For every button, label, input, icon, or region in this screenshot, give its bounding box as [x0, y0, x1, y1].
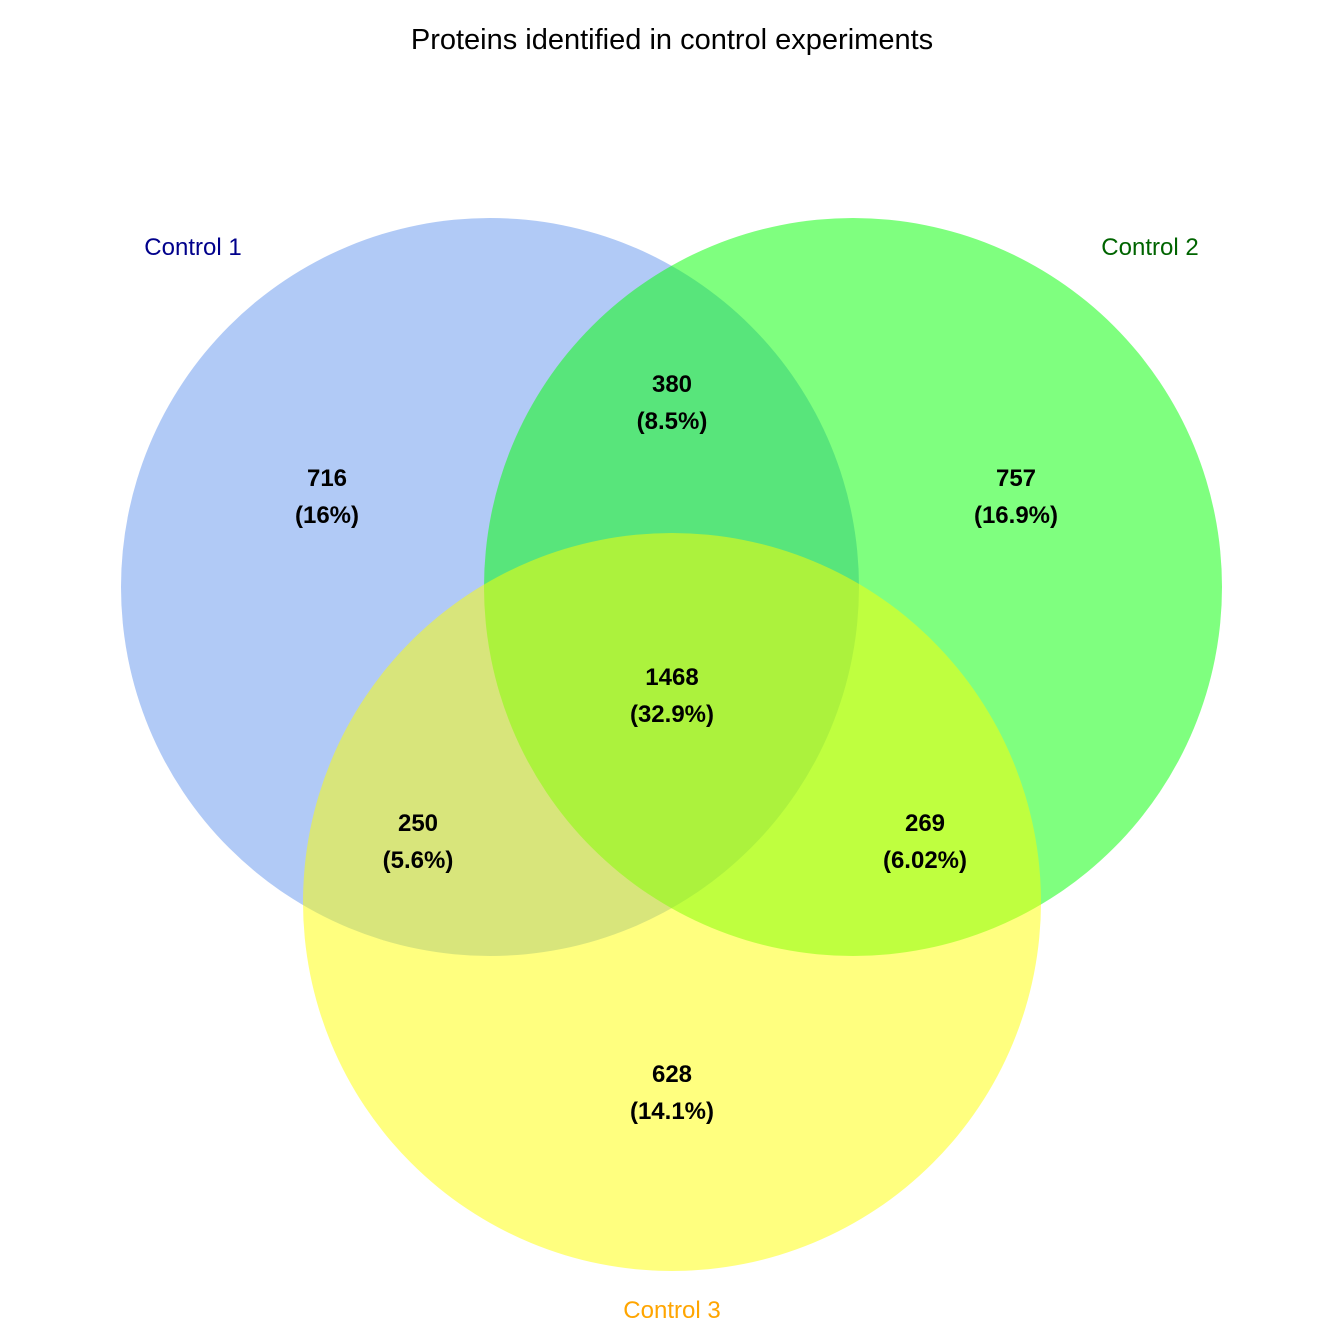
region-count-control-3-only: 628: [652, 1061, 692, 1088]
region-percent-control-2-only: (16.9%): [974, 502, 1058, 529]
region-percent-all: (32.9%): [630, 701, 714, 728]
set-label-control-2: Control 2: [1101, 234, 1198, 261]
region-count-control-1-only: 716: [307, 465, 347, 492]
set-circle-control-3: [303, 533, 1041, 1271]
region-count-control-2-3: 269: [905, 810, 945, 837]
region-count-control-1-3: 250: [398, 810, 438, 837]
region-count-all: 1468: [645, 664, 698, 691]
set-label-control-3: Control 3: [623, 1297, 720, 1324]
region-percent-control-3-only: (14.1%): [630, 1098, 714, 1125]
set-label-control-1: Control 1: [144, 234, 241, 261]
region-count-control-2-only: 757: [996, 465, 1036, 492]
region-count-control-1-2: 380: [652, 371, 692, 398]
region-percent-control-1-2: (8.5%): [637, 408, 708, 435]
region-percent-control-1-only: (16%): [295, 502, 359, 529]
chart-title: Proteins identified in control experimen…: [411, 24, 933, 56]
region-percent-control-1-3: (5.6%): [383, 847, 454, 874]
region-percent-control-2-3: (6.02%): [883, 847, 967, 874]
